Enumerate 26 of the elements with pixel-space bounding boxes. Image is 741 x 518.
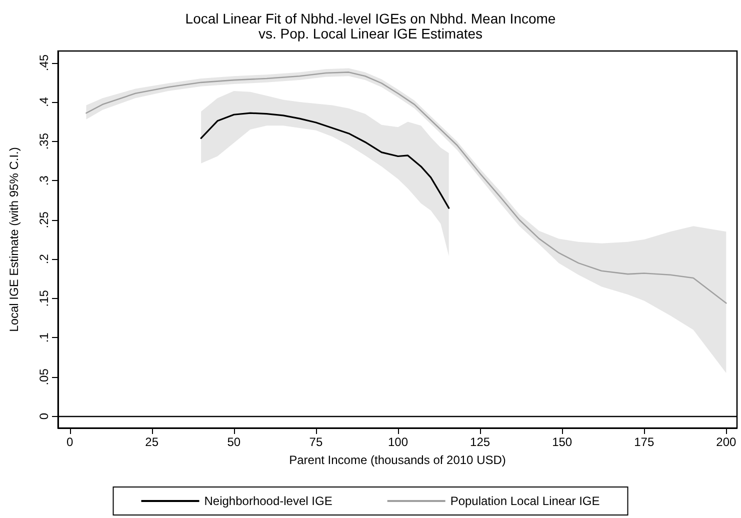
line-series (200, 112, 450, 209)
y-tick-label: .05 (37, 368, 51, 386)
y-tick-label: .15 (37, 290, 51, 307)
y-tick-label: .2 (37, 254, 51, 264)
y-tick-label: .4 (37, 96, 51, 108)
line-series (86, 72, 727, 304)
x-tick-label: 50 (227, 435, 241, 449)
y-axis-title: Local IGE Estimate (with 95% C.I.) (7, 147, 21, 332)
y-tick-label: .3 (37, 175, 51, 186)
y-tick-label: .35 (37, 132, 51, 150)
y-tick-label: .1 (37, 332, 51, 343)
x-tick-label: 25 (145, 435, 159, 449)
x-tick-label: 75 (309, 435, 323, 449)
x-tick-label: 150 (552, 435, 572, 449)
legend-label: Population Local Linear IGE (450, 494, 600, 508)
x-tick-label: 0 (66, 435, 74, 449)
y-tick-label: .25 (37, 211, 51, 228)
x-axis-title: Parent Income (thousands of 2010 USD) (289, 453, 506, 467)
legend-label: Neighborhood-level IGE (204, 494, 332, 508)
x-tick-label: 100 (388, 435, 408, 449)
x-tick-label: 175 (634, 435, 654, 449)
x-tick-label: 200 (716, 435, 736, 449)
y-tick-label: .45 (37, 54, 51, 72)
y-tick-label: 0 (37, 412, 51, 420)
chart-title: Local Linear Fit of Nbhd.-level IGEs on Nbhd. Mean Income vs. Pop. Local Linear IGE Estimates (185, 10, 556, 42)
x-tick-label: 125 (470, 435, 490, 449)
